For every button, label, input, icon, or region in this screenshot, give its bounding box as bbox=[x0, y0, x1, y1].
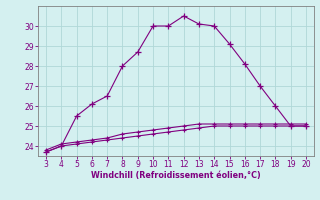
X-axis label: Windchill (Refroidissement éolien,°C): Windchill (Refroidissement éolien,°C) bbox=[91, 171, 261, 180]
